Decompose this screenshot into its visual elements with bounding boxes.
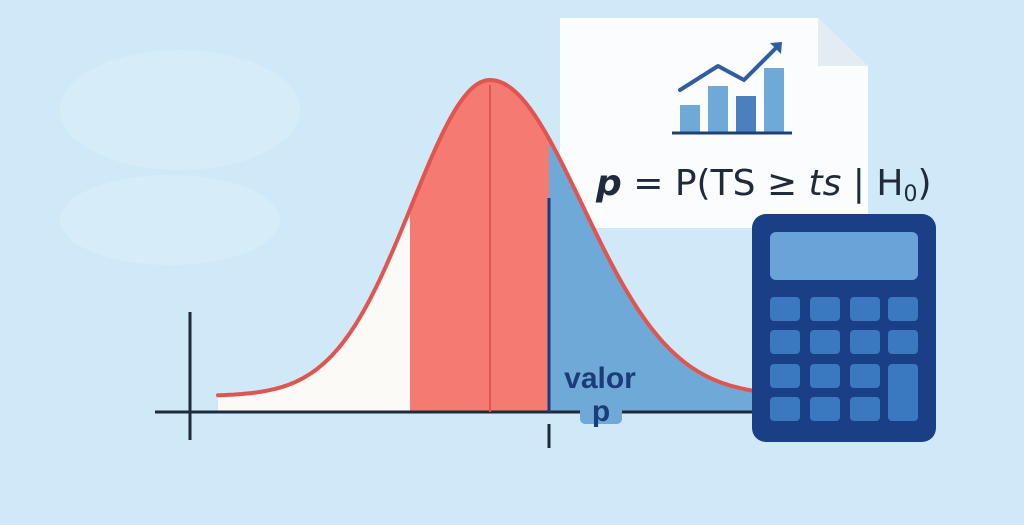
formula-bar: | <box>841 163 876 204</box>
formula-p: p <box>595 163 622 204</box>
formula-ts: ts <box>808 163 841 204</box>
calculator-icon <box>752 214 936 442</box>
background-decoration <box>60 50 300 265</box>
p-value-label-badge <box>580 400 622 424</box>
document-fold <box>818 18 868 66</box>
calculator-keys <box>770 297 918 421</box>
p-value-label: valor p <box>564 362 636 428</box>
p-value-label-line1: valor <box>564 362 636 395</box>
left-region <box>218 209 410 412</box>
bar-chart-trend-icon <box>672 42 792 135</box>
formula-h: H <box>876 163 903 204</box>
p-value-region <box>549 138 758 412</box>
formula-close: ) <box>917 163 931 204</box>
formula-eq: = P(TS ≥ <box>622 163 809 204</box>
formula: p = P(TS ≥ ts | H0) <box>595 163 932 207</box>
formula-card: p = P(TS ≥ ts | H0) <box>560 18 932 228</box>
bell-curve <box>216 77 760 398</box>
p-value-label-line2: p <box>592 395 610 428</box>
formula-subscript: 0 <box>903 182 917 207</box>
central-region <box>410 80 549 412</box>
